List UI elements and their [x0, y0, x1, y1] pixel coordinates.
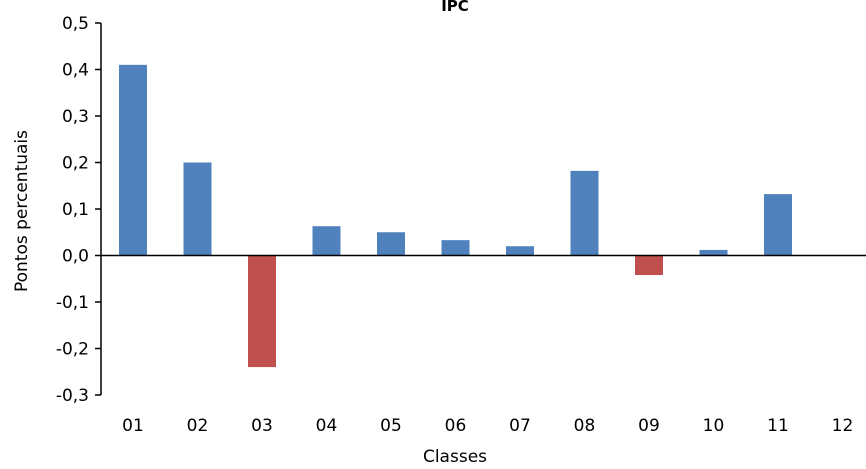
x-axis-title: Classes: [423, 447, 487, 467]
y-tick-label: 0,5: [62, 14, 89, 34]
bar-08: [570, 170, 599, 256]
x-tick-label: 03: [251, 416, 273, 436]
x-tick-label: 11: [767, 416, 789, 436]
chart-title: IPC: [441, 0, 469, 15]
bar-05: [377, 232, 405, 256]
y-tick-label: 0,4: [62, 61, 89, 81]
x-tick-label: 06: [445, 416, 467, 436]
x-tick-label: 05: [380, 416, 402, 436]
x-tick-label: 07: [509, 416, 531, 436]
y-tick-label: -0,1: [56, 293, 89, 313]
x-tick-label: 02: [187, 416, 209, 436]
y-tick-label: -0,3: [56, 386, 89, 406]
bars-group: [119, 64, 792, 368]
y-tick-label: -0,2: [56, 340, 89, 360]
y-tick-label: 0,3: [62, 107, 89, 127]
bar-03: [248, 255, 276, 368]
bar-04: [312, 226, 341, 256]
x-tick-label: 10: [703, 416, 725, 436]
y-tick-label: 0,1: [62, 200, 89, 220]
x-tick-label: 01: [122, 416, 144, 436]
x-axis-tick-labels: 01 02 03 04 05 06 07 08 09 10 11 12: [122, 416, 853, 436]
y-axis-title: Pontos percentuais: [12, 130, 32, 292]
bar-10: [699, 249, 728, 256]
bar-01: [119, 64, 147, 256]
bar-11: [764, 194, 792, 256]
x-tick-label: 12: [832, 416, 854, 436]
bar-09: [635, 255, 663, 276]
bar-02: [183, 162, 212, 256]
y-axis-ticks: 0,5 0,4 0,3 0,2 0,1 0,0 -0,1 -0,2 -0,3: [56, 14, 101, 406]
x-tick-label: 09: [638, 416, 660, 436]
y-tick-label: 0,0: [62, 247, 89, 267]
bar-06: [441, 240, 470, 256]
bar-07: [506, 246, 534, 256]
x-tick-label: 08: [574, 416, 596, 436]
x-tick-label: 04: [316, 416, 338, 436]
y-tick-label: 0,2: [62, 154, 89, 174]
